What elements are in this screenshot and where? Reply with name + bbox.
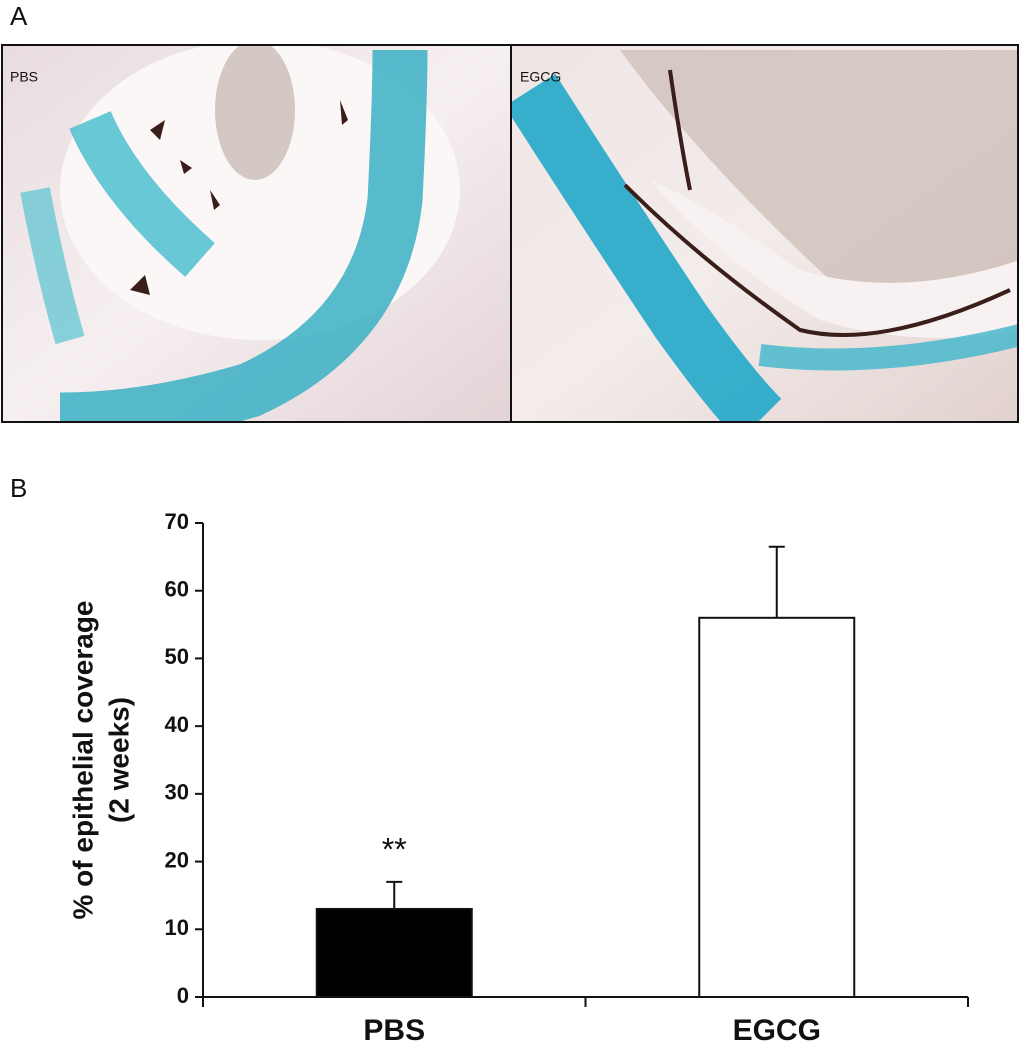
y-tick-label: 30 — [165, 780, 189, 805]
y-tick-label: 60 — [165, 577, 189, 602]
y-tick-label: 70 — [165, 509, 189, 534]
y-tick-label: 0 — [177, 983, 189, 1008]
y-tick-label: 50 — [165, 644, 189, 669]
image-label: PBS — [10, 69, 38, 85]
y-tick-label: 20 — [165, 847, 189, 872]
panel-label: B — [10, 473, 27, 503]
bar — [698, 616, 856, 998]
micrograph-pbs — [3, 46, 510, 421]
y-tick-label: 40 — [165, 712, 189, 737]
y-axis-title-line: (2 weeks) — [103, 697, 134, 823]
micrograph-egcg — [512, 46, 1017, 421]
panel-label: A — [10, 1, 28, 31]
bar — [315, 907, 473, 999]
y-axis-title: % of epithelial coverage (2 weeks) — [67, 601, 134, 920]
y-axis-title-line: % of epithelial coverage — [67, 601, 98, 920]
y-tick-label: 10 — [165, 915, 189, 940]
x-tick-label: EGCG — [733, 1014, 821, 1047]
bar-chart: 0 10 20 30 40 50 60 70 PBS EGCG ** — [165, 509, 969, 1047]
x-tick-label: PBS — [363, 1014, 425, 1047]
annotation: ** — [382, 831, 407, 867]
image-label: EGCG — [520, 69, 561, 85]
